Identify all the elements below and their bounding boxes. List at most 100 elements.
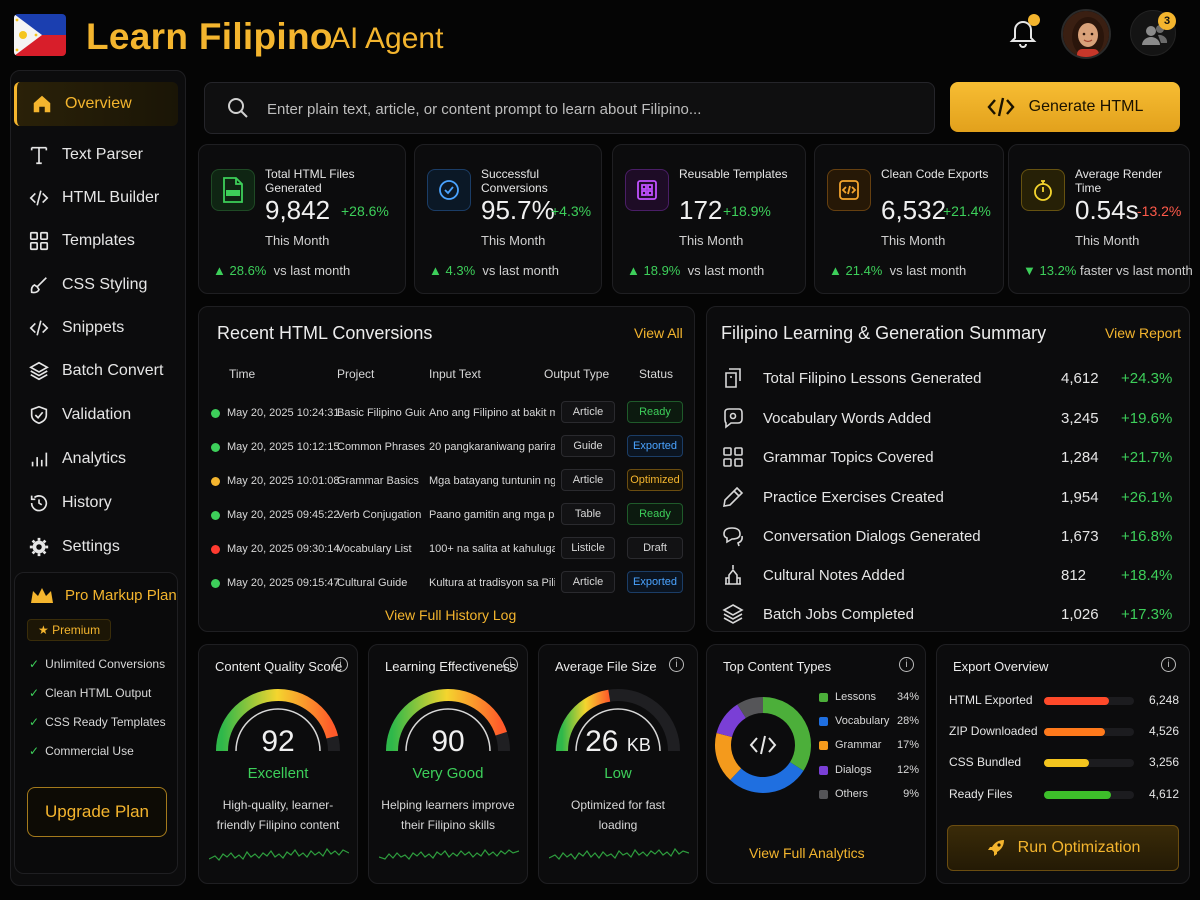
summary-row: Grammar Topics Covered 1,284 +21.7% [721,441,1181,473]
generate-html-label: Generate HTML [1028,98,1144,115]
upgrade-plan-button[interactable]: Upgrade Plan [27,787,167,837]
bell-icon[interactable] [1008,16,1038,48]
sidebar-item-templates[interactable]: Templates [14,219,178,263]
column-header: Output Type [544,367,610,381]
stat-card-templates: Reusable Templates 172 +18.9% This Month… [612,144,806,294]
gauge-inner-ring [235,708,321,752]
info-icon[interactable]: i [333,657,348,672]
cell-input: Mga batayang tuntunin ng gramatika [429,475,555,487]
cell-input: Paano gamitin ang mga pandiwa [429,509,555,521]
gear-icon [29,537,49,557]
sidebar-item-analytics[interactable]: Analytics [14,437,178,481]
legend-swatch [819,765,828,775]
sidebar-item-batch-convert[interactable]: Batch Convert [14,349,178,393]
gauge-rating: Excellent [247,765,309,782]
legend-item: Vocabulary 28% [819,715,919,727]
sparkline [379,848,519,860]
recent-conversions-panel: Recent HTML Conversions View All Time Pr… [198,306,695,632]
run-optimization-button[interactable]: Run Optimization [947,825,1179,871]
view-history-link[interactable]: View Full History Log [385,607,517,623]
info-icon[interactable]: i [899,657,914,672]
arrow-up-icon: ▲ [429,263,442,278]
code-icon [29,320,49,336]
effectiveness-gauge [386,689,510,752]
output-type-badge: Article [561,469,615,491]
gauge-arc [386,689,507,752]
table-row[interactable]: May 20, 2025 09:45:22 Verb Conjugation P… [199,499,696,533]
output-type-badge: Table [561,503,615,525]
learning-summary-panel: Filipino Learning & Generation Summary V… [706,306,1190,632]
stat-value: 6,532 [881,195,947,225]
table-row[interactable]: May 20, 2025 10:12:15 Common Phrases 20 … [199,431,696,465]
gauge-arc [216,689,339,752]
status-badge: Draft [627,537,683,559]
stat-period: This Month [1075,233,1140,248]
sidebar-item-html-builder[interactable]: HTML Builder [14,176,178,220]
cell-time: May 20, 2025 09:30:14 [227,543,340,555]
export-overview-panel: Export Overview i HTML Exported 6,248 ZI… [936,644,1190,884]
status-dot [211,579,220,588]
progress-fill [1044,697,1109,705]
avatar[interactable] [1061,9,1111,59]
stat-value: 9,842 [265,195,331,225]
gauge-card-quality: Content Quality Score i 92 Excellent Hig… [198,644,358,884]
search-input[interactable] [267,95,907,123]
progress-track [1044,791,1134,799]
cell-project: Common Phrases [337,441,425,453]
sidebar-item-label: Settings [62,538,120,555]
section-title: Export Overview [953,659,1049,674]
sidebar-item-label: HTML Builder [62,189,160,206]
stat-card-conversions: Successful Conversions 95.7% +4.3% This … [414,144,602,294]
sidebar-item-label: Text Parser [62,146,143,163]
info-icon[interactable]: i [1161,657,1176,672]
stat-period: This Month [679,233,744,248]
progress-fill [1044,791,1111,799]
view-all-link[interactable]: View All [634,325,683,341]
gauge-description: Optimized for fast loading [570,798,666,832]
sidebar-item-validation[interactable]: Validation [14,393,178,437]
table-row[interactable]: May 20, 2025 09:15:47 Cultural Guide Kul… [199,567,696,601]
table-row[interactable]: May 20, 2025 10:24:31 Basic Filipino Gui… [199,397,696,431]
sidebar-item-label: History [62,494,112,511]
progress-fill [1044,728,1106,736]
layers-icon [722,604,744,624]
legend-item: Dialogs 12% [819,764,919,776]
table-row[interactable]: May 20, 2025 09:30:14 Vocabulary List 10… [199,533,696,567]
notification-dot [1028,14,1040,26]
quality-gauge [216,689,340,752]
sparkline [549,847,689,861]
gauge-rating: Low [604,765,632,782]
column-header: Status [639,367,674,381]
export-row: ZIP Downloaded 4,526 [949,724,1179,738]
sparkline [209,847,349,861]
table-row[interactable]: May 20, 2025 10:01:08 Grammar Basics Mga… [199,465,696,499]
view-report-link[interactable]: View Report [1105,325,1182,341]
stat-change: +21.4% [943,203,991,219]
legend-item: Others 9% [819,788,919,800]
content-types-panel: Top Content Types i Lessons 34% Vocabular… [706,644,926,884]
sidebar-item-css-styling[interactable]: CSS Styling [14,263,178,307]
cell-input: Ano ang Filipino at bakit mahalaga ito? [429,407,555,419]
cell-project: Verb Conjugation [337,509,422,521]
file-size-gauge [556,689,680,752]
info-icon[interactable]: i [503,657,518,672]
sidebar-item-snippets[interactable]: Snippets [14,306,178,350]
status-dot [211,443,220,452]
premium-badge: ★ Premium [27,619,112,641]
sidebar-item-settings[interactable]: Settings [14,525,178,569]
pro-plan-card: Pro Markup Plan ★ Premium ✓ Unlimited Con… [14,572,178,874]
sidebar-item-text-parser[interactable]: Text Parser [14,133,178,177]
sidebar-item-history[interactable]: History [14,481,178,525]
html-file-icon [211,169,255,211]
progress-track [1044,728,1134,736]
status-badge: Exported [627,571,683,593]
plan-feature: ✓ Commercial Use [29,744,134,758]
pencil-icon [723,486,744,507]
sidebar-item-overview[interactable]: Overview [14,82,178,126]
status-badge: Ready [627,401,683,423]
sidebar-item-label: Batch Convert [62,362,164,379]
search-icon [228,98,248,118]
info-icon[interactable]: i [669,657,684,672]
view-analytics-link[interactable]: View Full Analytics [749,845,865,861]
generate-html-button[interactable]: Generate HTML [950,82,1180,132]
